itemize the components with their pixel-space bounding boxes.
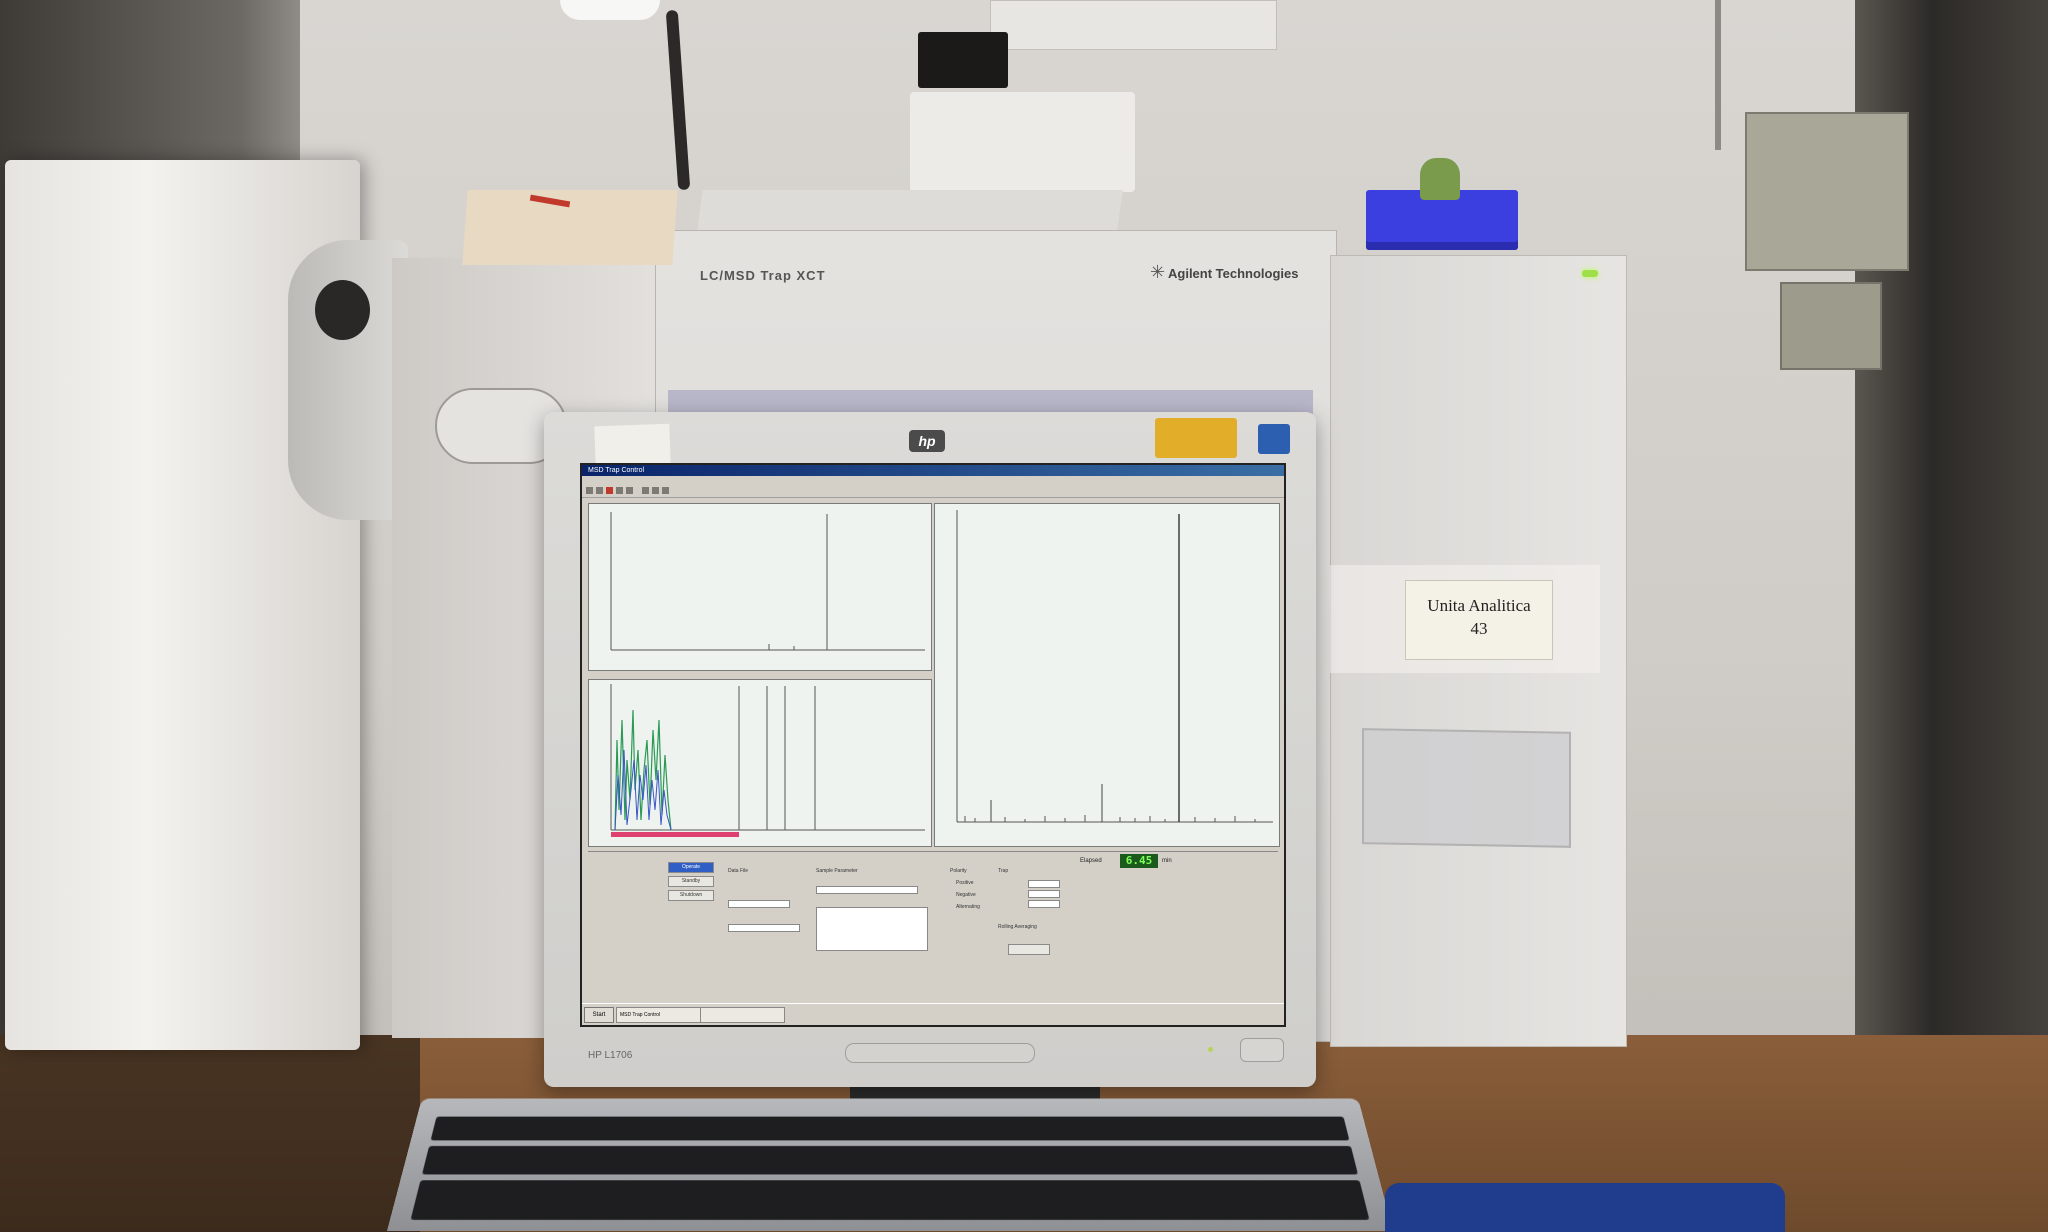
- handwritten-note-sticker: [594, 424, 670, 467]
- toolbar-button[interactable]: [616, 487, 623, 494]
- agilent-spark-icon: ✳: [1150, 262, 1165, 283]
- spectrum-top-left-plot: [589, 504, 931, 670]
- toolbar-button[interactable]: [642, 487, 649, 494]
- wall-cable: [1715, 0, 1721, 150]
- spectrum-right-plot: [935, 504, 1279, 846]
- toolbar-button[interactable]: [662, 487, 669, 494]
- path-input[interactable]: [728, 900, 790, 908]
- instrument-brand-label: Agilent Technologies: [1168, 266, 1299, 281]
- white-plug-block: [910, 92, 1135, 192]
- trap-label: Trap: [998, 868, 1008, 874]
- status-led: [1582, 270, 1598, 277]
- junction-box: [1745, 112, 1909, 271]
- menu-bar[interactable]: [582, 476, 1284, 485]
- shutdown-button[interactable]: Shutdown: [668, 890, 714, 901]
- toolbar-button[interactable]: [626, 487, 633, 494]
- trap-field[interactable]: [1028, 890, 1060, 898]
- data-file-label: Data File: [728, 868, 748, 874]
- toolbar-stop-icon[interactable]: [606, 487, 613, 494]
- chromatogram-pane: [588, 679, 932, 847]
- lamp-head: [560, 0, 660, 20]
- hp-logo: hp: [909, 430, 945, 452]
- keyboard[interactable]: [387, 1099, 1393, 1231]
- start-button[interactable]: Start: [584, 1007, 614, 1023]
- rolling-averaging-label: Rolling Averaging: [998, 924, 1037, 930]
- apply-button[interactable]: [1008, 944, 1050, 955]
- keyboard-key-rows[interactable]: [411, 1180, 1370, 1220]
- desk-shadow: [0, 1035, 420, 1232]
- unit-tag-title: Unita Analitica: [1406, 596, 1552, 615]
- toolbar-button[interactable]: [652, 487, 659, 494]
- toolbar: [582, 485, 1284, 498]
- taskbar: Start MSD Trap Control: [582, 1003, 1284, 1026]
- elapsed-unit: min: [1162, 858, 1172, 864]
- power-strip: [990, 0, 1277, 50]
- monitor-menu-buttons[interactable]: [845, 1043, 1035, 1063]
- junction-box-small: [1780, 282, 1882, 370]
- elapsed-time-display: 6.45: [1120, 854, 1158, 868]
- standby-button[interactable]: Standby: [668, 876, 714, 887]
- ion-source-port: [315, 280, 370, 340]
- blue-sticker: [1258, 424, 1290, 454]
- control-panel: Operate Standby Shutdown Data File Sampl…: [588, 851, 1278, 1002]
- negative-radio[interactable]: Negative: [956, 892, 976, 898]
- acquisition-progress-bar: [611, 832, 739, 837]
- noise-peaks: [965, 815, 1255, 822]
- toolbar-button[interactable]: [586, 487, 593, 494]
- spectrum-pane-top-left: [588, 503, 932, 671]
- black-adapter: [918, 32, 1008, 88]
- clear-document-pocket: [1362, 728, 1571, 848]
- green-figurine: [1420, 158, 1460, 200]
- sample-name-input[interactable]: [816, 886, 918, 894]
- unit-label-tag: Unita Analitica 43: [1405, 580, 1553, 660]
- unit-tag-number: 43: [1406, 619, 1552, 638]
- papers-on-instrument: [697, 190, 1123, 230]
- operate-button[interactable]: Operate: [668, 862, 714, 873]
- taskbar-item-msd[interactable]: MSD Trap Control: [616, 1007, 701, 1023]
- monitor-model-text: HP L1706: [588, 1050, 632, 1061]
- unit-tag-fineprint: [1406, 585, 1552, 592]
- keyboard-key-rows[interactable]: [422, 1146, 1358, 1174]
- comment-textarea[interactable]: [816, 907, 928, 951]
- monitor-power-button[interactable]: [1240, 1038, 1284, 1062]
- trap-field[interactable]: [1028, 900, 1060, 908]
- energy-sticker: [1155, 418, 1237, 458]
- chromatogram-plot: [589, 680, 931, 846]
- elapsed-label: Elapsed: [1080, 858, 1102, 864]
- instrument-model-label: LC/MSD Trap XCT: [700, 268, 826, 283]
- spectrum-pane-right: [934, 503, 1280, 847]
- positive-radio[interactable]: Positive: [956, 880, 974, 886]
- instrument-accent-strip: [668, 390, 1313, 414]
- mousepad: [1385, 1183, 1785, 1232]
- polarity-label: Polarity: [950, 868, 967, 874]
- window-titlebar: MSD Trap Control: [582, 465, 1284, 476]
- alternating-radio[interactable]: Alternating: [956, 904, 980, 910]
- trap-field[interactable]: [1028, 880, 1060, 888]
- method-select[interactable]: [728, 924, 800, 932]
- monitor-screen: MSD Trap Control: [580, 463, 1286, 1027]
- taskbar-item[interactable]: [700, 1007, 785, 1023]
- keyboard-top-row[interactable]: [431, 1117, 1350, 1141]
- sample-parameter-label: Sample Parameter: [816, 868, 858, 874]
- monitor-power-led: [1208, 1047, 1213, 1052]
- toolbar-button[interactable]: [596, 487, 603, 494]
